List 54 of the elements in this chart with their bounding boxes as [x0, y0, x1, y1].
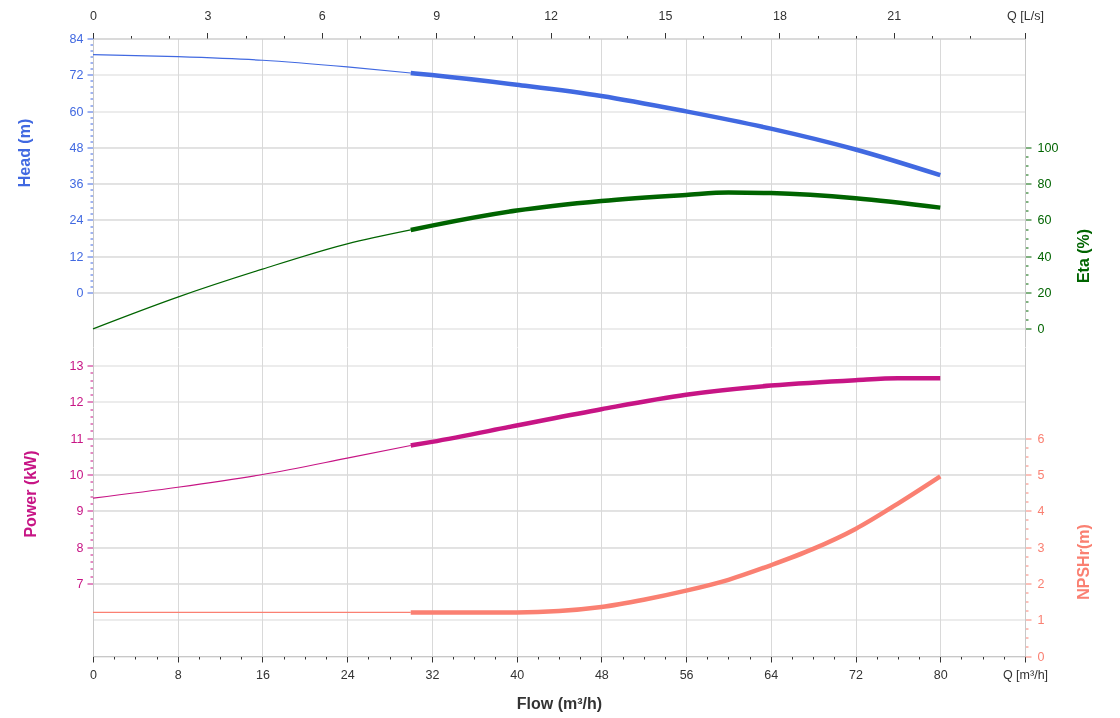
x-tick-label: 16 — [256, 667, 270, 682]
y-tick-label: 7 — [76, 576, 84, 591]
y-tick-label: 24 — [69, 213, 84, 228]
x-tick-label: Q [m³/h] — [1002, 667, 1049, 682]
y2-tick-label: 4 — [1037, 504, 1045, 519]
y2-tick-label: 6 — [1037, 431, 1045, 446]
y-tick-label: 8 — [76, 540, 84, 555]
y-axis-title: Head (m) — [15, 118, 33, 188]
x2-tick-label: 18 — [772, 9, 787, 23]
x-tick-label: 56 — [679, 667, 694, 682]
x-tick-label: 0 — [90, 667, 98, 682]
y-tick-label: 11 — [70, 431, 84, 446]
y-axis-title: Power (kW) — [21, 450, 39, 538]
y2-tick-label: 80 — [1037, 177, 1052, 192]
x2-tick-label: 21 — [887, 9, 902, 23]
x-tick-label: 8 — [174, 667, 182, 682]
y-tick-label: 72 — [69, 68, 84, 83]
x-tick-label: 40 — [510, 667, 525, 682]
y-tick-label: 13 — [69, 359, 84, 374]
x-tick-label: 48 — [594, 667, 609, 682]
y2-tick-label: 20 — [1037, 286, 1052, 301]
y-tick-label: 36 — [69, 177, 84, 192]
y-tick-label: 0 — [76, 286, 84, 301]
x-axis-title: Flow (m³/h) — [516, 694, 603, 712]
x2-tick-label: 0 — [90, 9, 98, 23]
x-tick-label: 24 — [340, 667, 355, 682]
x-tick-label: 80 — [933, 667, 948, 682]
x2-tick-label: 3 — [204, 9, 212, 23]
y-tick-label: 10 — [69, 468, 84, 483]
y2-tick-label: 100 — [1037, 140, 1059, 155]
y2-tick-label: 1 — [1037, 613, 1045, 628]
y2-tick-label: 0 — [1037, 322, 1045, 337]
x2-tick-label: 9 — [433, 9, 441, 23]
y-tick-label: 12 — [69, 395, 84, 410]
y2-axis-title: Eta (%) — [1074, 228, 1092, 284]
y2-axis-title: NPSHr(m) — [1074, 524, 1092, 600]
y-tick-label: 84 — [69, 32, 84, 46]
y2-tick-label: 5 — [1037, 468, 1045, 483]
y2-tick-label: 3 — [1037, 540, 1045, 555]
y2-tick-label: 0 — [1037, 649, 1045, 664]
x-tick-label: 64 — [764, 667, 779, 682]
y-tick-label: 12 — [69, 249, 84, 264]
y-tick-label: 60 — [69, 104, 84, 119]
x-tick-label: 72 — [849, 667, 864, 682]
x2-tick-label: Q [L/s] — [1007, 9, 1044, 23]
x2-tick-label: 15 — [658, 9, 673, 23]
y2-tick-label: 40 — [1037, 249, 1052, 264]
y2-tick-label: 2 — [1037, 576, 1045, 591]
x2-tick-label: 6 — [318, 9, 326, 23]
y-tick-label: 9 — [76, 504, 84, 519]
x2-tick-label: 12 — [544, 9, 559, 23]
x-tick-label: 32 — [425, 667, 440, 682]
y-tick-label: 48 — [69, 140, 84, 155]
y2-tick-label: 60 — [1037, 213, 1052, 228]
